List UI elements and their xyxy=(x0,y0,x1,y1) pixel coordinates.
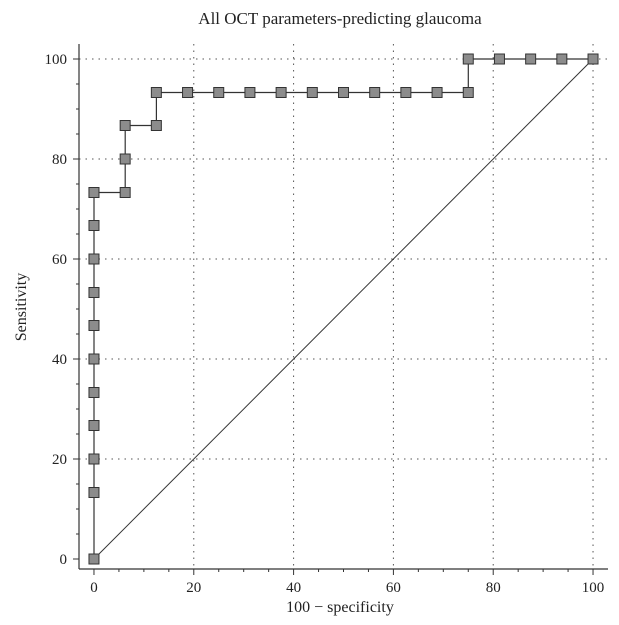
x-axis-label: 100 − specificity xyxy=(286,599,394,616)
roc-point xyxy=(88,387,100,398)
roc-point xyxy=(88,187,100,198)
roc-point xyxy=(556,53,568,65)
roc-point xyxy=(213,87,225,98)
roc-point xyxy=(338,87,349,98)
roc-markers xyxy=(88,53,599,565)
roc-point xyxy=(88,253,100,265)
roc-point xyxy=(306,87,318,98)
y-tick-label: 80 xyxy=(52,152,67,168)
roc-point xyxy=(88,320,100,331)
roc-point xyxy=(275,87,287,98)
x-tick-label: 80 xyxy=(486,580,501,596)
reference-diagonal xyxy=(93,58,594,560)
roc-point xyxy=(88,553,100,565)
roc-point xyxy=(462,53,474,65)
x-tick-label: 100 xyxy=(582,580,605,596)
chart-title: All OCT parameters-predicting glaucoma xyxy=(198,9,482,28)
x-tick-label: 40 xyxy=(286,580,301,596)
roc-point xyxy=(525,53,537,65)
x-axis: 0 20 40 60 80 100 xyxy=(90,569,604,596)
roc-point xyxy=(462,87,474,98)
roc-point xyxy=(119,153,131,165)
roc-point xyxy=(493,53,505,65)
roc-point xyxy=(150,87,162,98)
roc-point xyxy=(88,287,100,298)
y-axis-label: Sensitivity xyxy=(13,273,30,341)
roc-point xyxy=(587,53,599,65)
roc-point xyxy=(119,187,131,198)
x-tick-label: 20 xyxy=(186,580,201,596)
y-tick-label: 40 xyxy=(52,352,67,368)
roc-point xyxy=(431,87,443,98)
roc-point xyxy=(88,353,100,365)
roc-point xyxy=(150,120,162,131)
x-tick-label: 0 xyxy=(90,580,98,596)
roc-point xyxy=(400,87,412,98)
roc-point xyxy=(119,120,131,131)
roc-point xyxy=(182,87,194,98)
roc-point xyxy=(88,420,100,431)
roc-point xyxy=(88,487,100,498)
x-tick-label: 60 xyxy=(386,580,401,596)
roc-point xyxy=(88,453,100,465)
y-tick-label: 20 xyxy=(52,452,67,468)
y-tick-label: 100 xyxy=(45,52,68,68)
roc-point xyxy=(88,220,100,231)
y-axis: 0 20 40 60 80 100 xyxy=(45,52,79,568)
y-tick-label: 60 xyxy=(52,252,67,268)
roc-point xyxy=(244,87,256,98)
roc-point xyxy=(369,87,381,98)
y-tick-label: 0 xyxy=(60,552,68,568)
